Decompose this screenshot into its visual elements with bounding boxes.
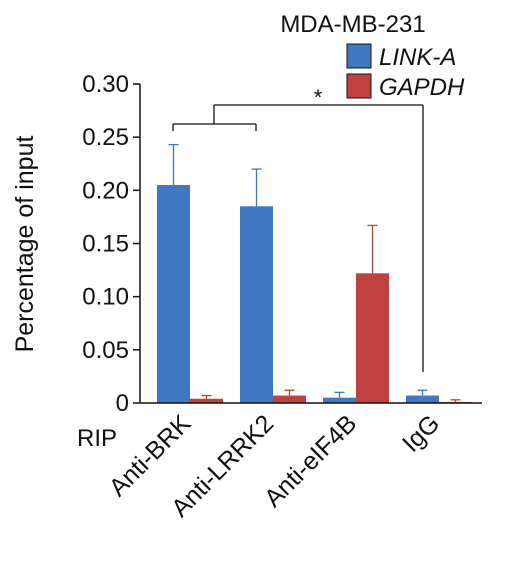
y-tick-label: 0 <box>116 390 129 417</box>
y-axis-label: Percentage of input <box>11 136 39 353</box>
bar-gapdh-1 <box>273 395 306 403</box>
legend-swatch-link-a <box>346 43 372 69</box>
error-bars <box>168 143 461 402</box>
y-tick-label: 0.05 <box>82 337 129 364</box>
legend-swatch-gapdh <box>346 73 372 99</box>
significance-bracket <box>172 104 424 372</box>
bar-link-a-2 <box>323 397 356 403</box>
bar-link-a-0 <box>157 185 190 403</box>
bars <box>157 185 472 403</box>
legend-label-link-a: LINK-A <box>379 44 456 71</box>
y-tick-label: 0.10 <box>82 284 129 311</box>
bar-link-a-1 <box>240 206 273 403</box>
bar-link-a-3 <box>406 395 439 403</box>
y-tick-label: 0.30 <box>82 71 129 98</box>
bar-gapdh-2 <box>356 273 389 403</box>
bar-gapdh-0 <box>190 398 223 403</box>
y-tick-label: 0.20 <box>82 177 129 204</box>
legend-label-gapdh: GAPDH <box>379 74 465 101</box>
legend: LINK-A GAPDH <box>346 43 465 101</box>
significance-asterisk: * <box>314 85 323 110</box>
y-tick-label: 0.15 <box>82 231 129 258</box>
category-label: IgG <box>397 409 445 457</box>
y-tick-label: 0.25 <box>82 124 129 151</box>
chart-title: MDA-MB-231 <box>280 11 425 38</box>
rip-label: RIP <box>77 425 117 452</box>
y-axis: 0 0.05 0.10 0.15 0.20 0.25 0.30 <box>82 71 141 417</box>
